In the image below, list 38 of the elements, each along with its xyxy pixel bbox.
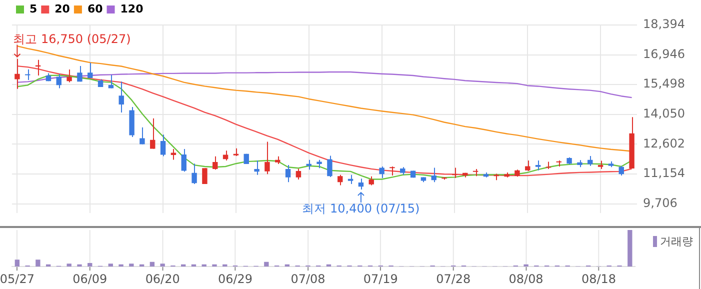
- x-tick-label: 06/20: [145, 272, 180, 286]
- x-tick-label: 08/18: [581, 272, 616, 286]
- annotation: 최고 16,750 (05/27): [13, 32, 131, 46]
- legend-label: 20: [54, 2, 70, 16]
- bar: [129, 264, 134, 267]
- bar: [66, 264, 72, 267]
- annotation: 최저 10,400 (07/15): [302, 202, 420, 216]
- bar: [36, 260, 40, 267]
- y-tick-label: 11,154: [643, 166, 685, 180]
- y-tick-label: 12,602: [643, 136, 685, 150]
- bar: [150, 262, 155, 267]
- x-tick-label: 08/08: [508, 272, 544, 286]
- x-tick-label: 06/29: [218, 272, 253, 286]
- x-tick-label: 06/09: [72, 272, 108, 286]
- bar: [160, 264, 165, 267]
- bar: [88, 262, 92, 267]
- legend-label: 120: [120, 2, 144, 16]
- y-tick-label: 9,706: [643, 196, 678, 210]
- x-tick-label: 07/08: [290, 272, 326, 286]
- legend-label: 60: [87, 2, 104, 16]
- legend-label: 5: [30, 2, 38, 16]
- bar: [108, 264, 113, 267]
- bar: [628, 230, 632, 267]
- y-tick-label: 16,946: [643, 46, 685, 61]
- bar: [264, 262, 269, 267]
- y-tick-label: 15,498: [643, 76, 685, 91]
- x-tick-label: 05/27: [0, 272, 34, 286]
- x-tick-label: 07/19: [363, 272, 398, 286]
- bar: [524, 264, 528, 267]
- x-tick-label: 07/28: [436, 272, 471, 286]
- candlestick: [66, 69, 72, 83]
- bar: [118, 264, 124, 267]
- legend-label: 거래량: [660, 234, 693, 249]
- bar: [14, 260, 20, 267]
- bar: [212, 264, 217, 267]
- y-tick-label: 14,050: [643, 106, 685, 121]
- y-tick-label: 18,394: [643, 17, 685, 32]
- bar: [77, 264, 82, 267]
